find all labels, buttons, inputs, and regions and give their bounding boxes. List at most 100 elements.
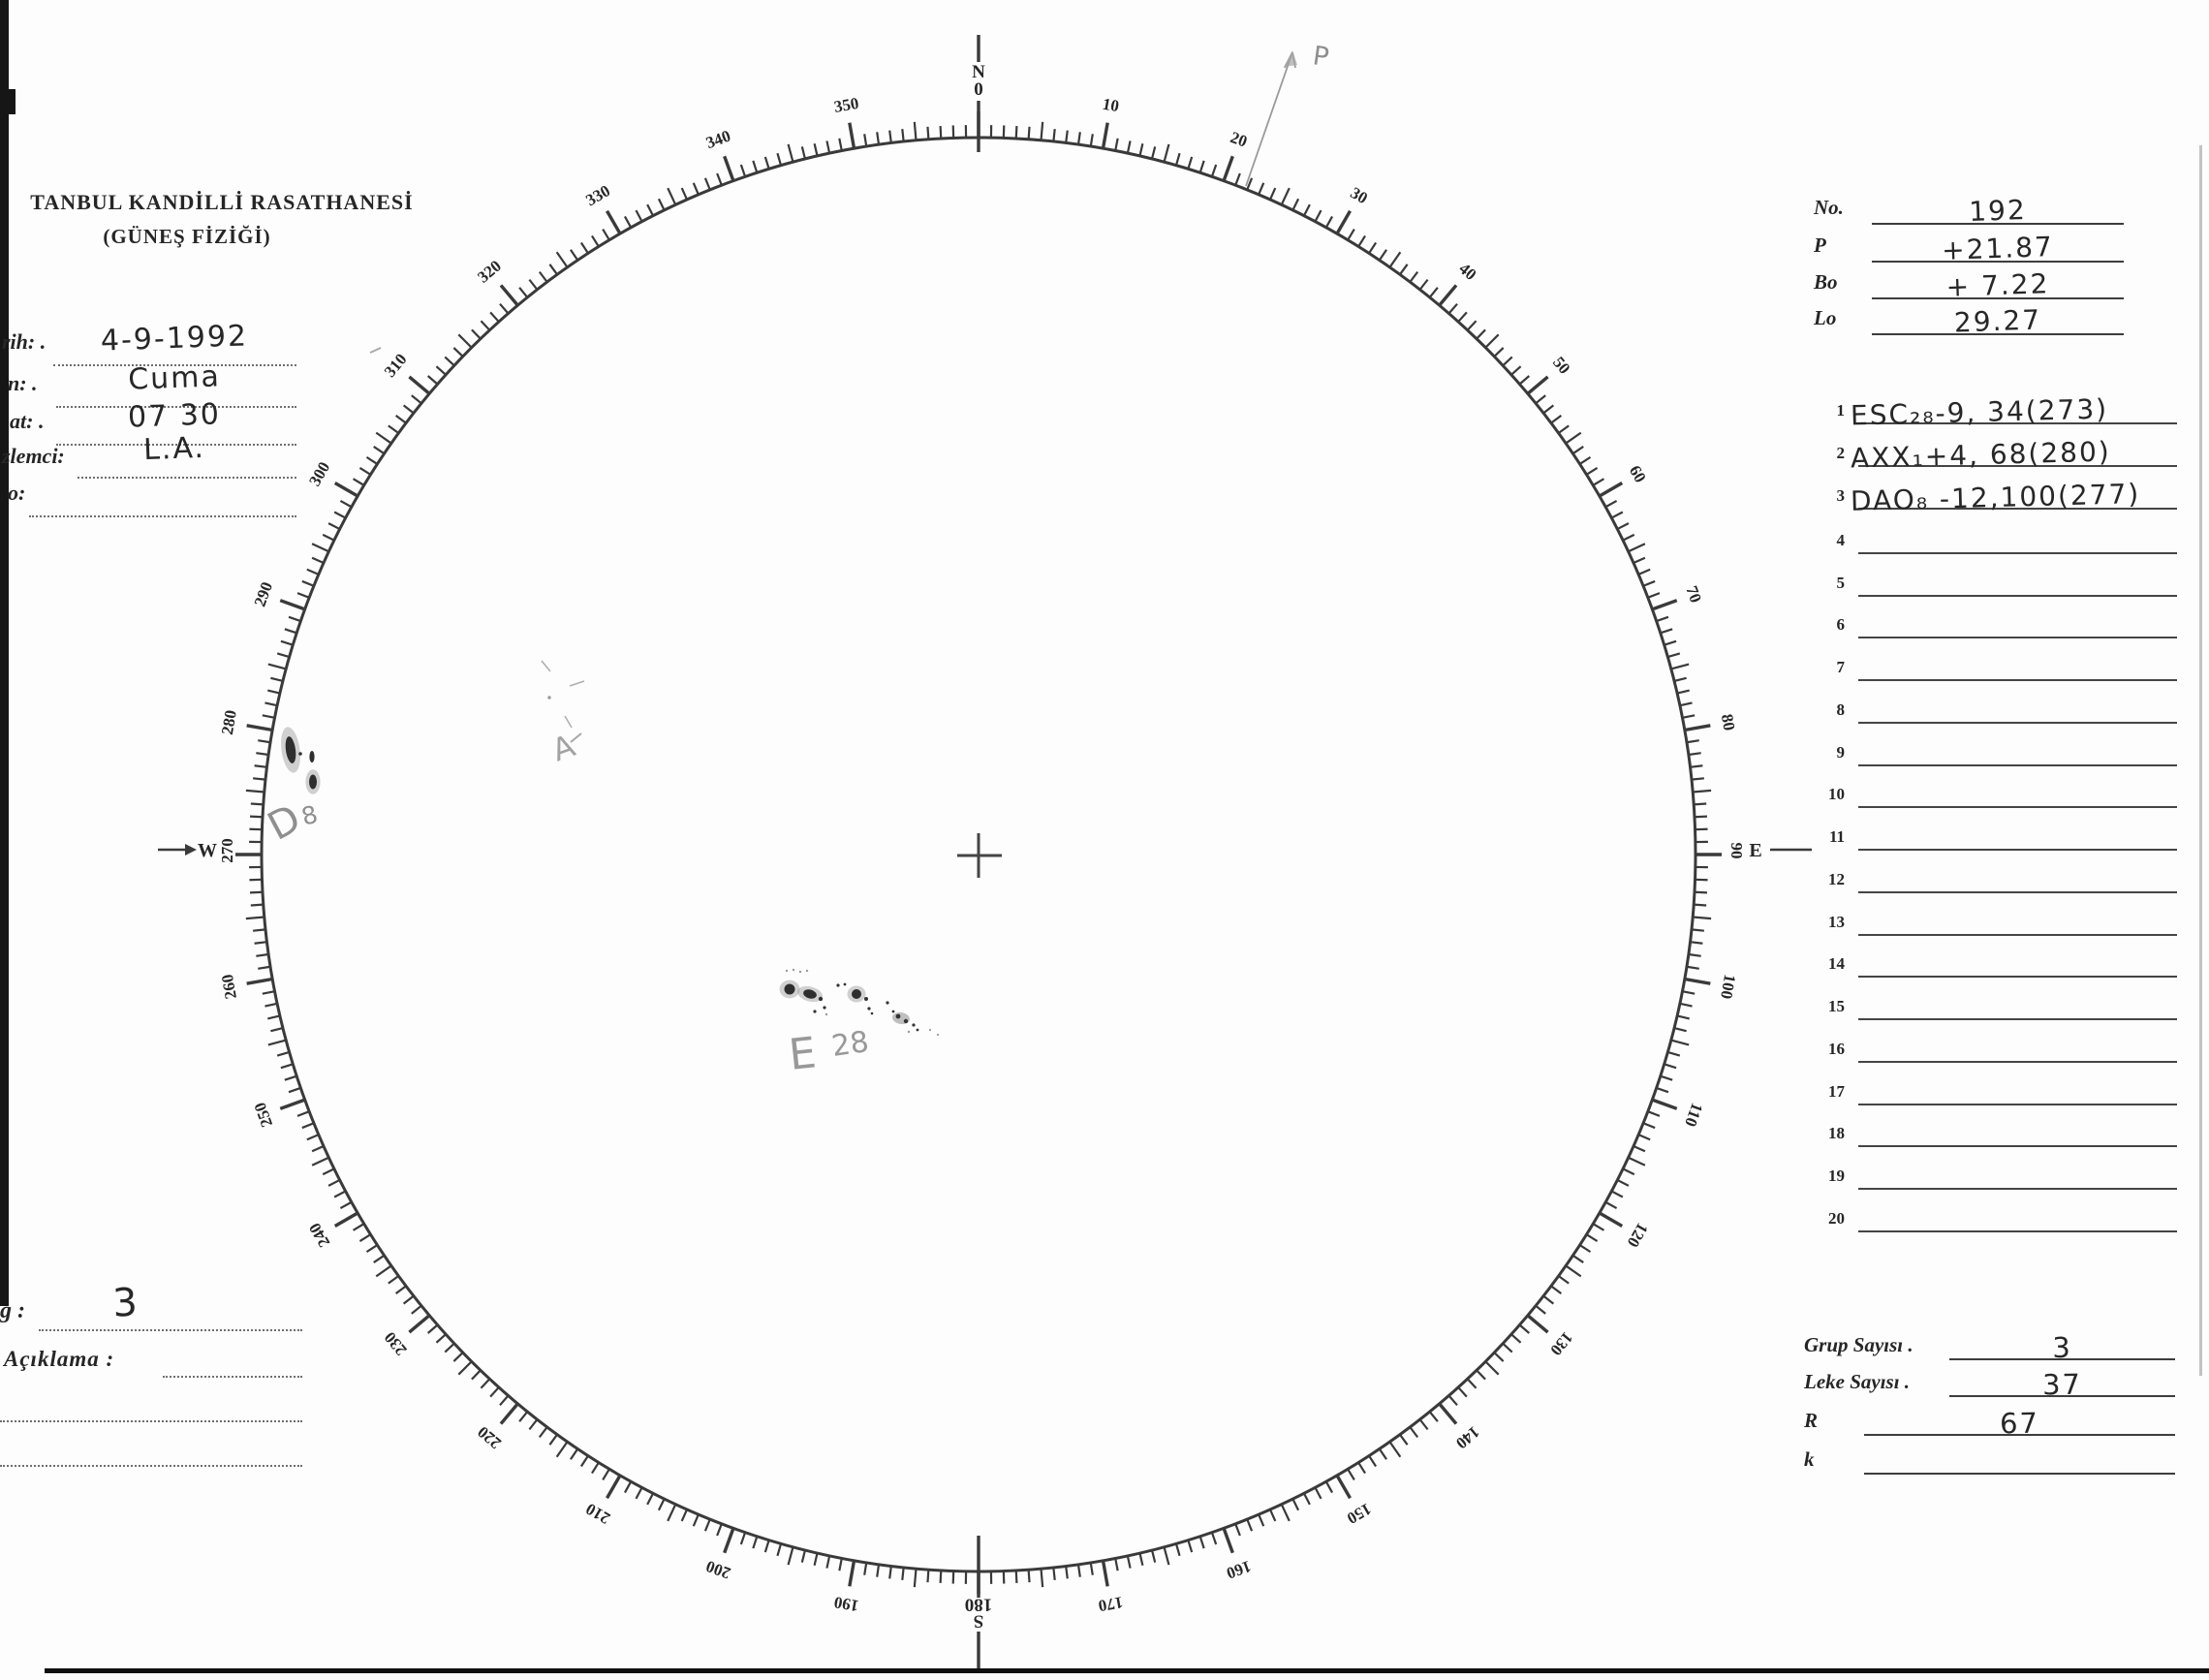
degree-label: 300 bbox=[305, 458, 333, 489]
group-row-number: 15 bbox=[1828, 997, 1845, 1015]
group-list-row: 19 bbox=[1804, 1157, 2187, 1190]
degree-label: 280 bbox=[218, 708, 240, 735]
degree-tick bbox=[538, 1426, 548, 1439]
degree-tick bbox=[489, 1386, 500, 1398]
degree-tick bbox=[1399, 1434, 1409, 1446]
group-row-line bbox=[1858, 934, 2177, 936]
degree-tick bbox=[1493, 347, 1505, 358]
degree-tick bbox=[1518, 1323, 1531, 1334]
degree-tick bbox=[245, 789, 264, 793]
degree-tick bbox=[408, 375, 431, 395]
degree-tick bbox=[339, 1200, 353, 1210]
degree-tick bbox=[635, 209, 643, 223]
degree-tick bbox=[1368, 1455, 1378, 1468]
degree-tick bbox=[1651, 1098, 1678, 1110]
degree-label: 150 bbox=[1344, 1500, 1375, 1528]
degree-tick bbox=[1616, 1178, 1630, 1187]
degree-tick bbox=[1027, 1570, 1031, 1583]
degree-tick bbox=[623, 215, 633, 229]
degree-tick bbox=[1637, 1134, 1651, 1141]
degree-tick bbox=[1234, 1523, 1241, 1537]
degree-tick bbox=[739, 164, 747, 177]
degree-tick bbox=[1052, 129, 1056, 142]
degree-tick bbox=[1210, 1532, 1218, 1545]
degree-label: 310 bbox=[381, 350, 411, 381]
sunspot-umbra bbox=[803, 989, 817, 999]
degree-tick bbox=[499, 1402, 519, 1425]
spot-count-label: Leke Sayısı . bbox=[1804, 1370, 1911, 1393]
degree-tick bbox=[1357, 1461, 1366, 1475]
degree-tick bbox=[1198, 1536, 1205, 1549]
degree-tick bbox=[1599, 482, 1624, 498]
group-list-row: 20 bbox=[1804, 1199, 2187, 1232]
degree-tick bbox=[1126, 140, 1132, 154]
sunspot-dot bbox=[912, 1023, 916, 1027]
group-list-row: 10 bbox=[1804, 775, 2187, 808]
field-date-label: rih: . bbox=[2, 329, 47, 354]
degree-tick bbox=[1510, 1333, 1522, 1344]
degree-tick bbox=[1693, 916, 1712, 920]
degree-tick bbox=[548, 264, 558, 275]
degree-tick bbox=[1150, 146, 1157, 160]
sunspot-dot bbox=[813, 1010, 817, 1013]
degree-tick bbox=[1476, 1369, 1486, 1381]
degree-tick bbox=[1694, 890, 1708, 894]
degree-tick bbox=[452, 347, 464, 358]
sunspot-umbra bbox=[784, 983, 795, 995]
degree-tick bbox=[322, 1167, 335, 1176]
d-group-sub: 8 bbox=[298, 800, 321, 831]
degree-tick bbox=[555, 251, 569, 268]
group-list-row: 3 DAO₈ -12,100(277) bbox=[1804, 477, 2187, 517]
field-day-line bbox=[56, 406, 296, 408]
degree-tick bbox=[288, 615, 301, 623]
degree-tick bbox=[388, 424, 399, 434]
degree-tick bbox=[499, 1394, 510, 1407]
group-row-number: 17 bbox=[1828, 1082, 1845, 1101]
degree-label: 220 bbox=[474, 1422, 505, 1452]
degree-tick bbox=[1409, 270, 1419, 283]
degree-tick bbox=[1388, 251, 1402, 268]
degree-tick bbox=[528, 278, 539, 291]
degree-tick bbox=[1542, 404, 1555, 415]
degree-tick bbox=[408, 1314, 431, 1334]
p-mark-label: P bbox=[1311, 41, 1330, 73]
group-row-number: 13 bbox=[1828, 913, 1845, 931]
observatory-subtitle: (GÜNEŞ FİZİĞİ) bbox=[103, 225, 271, 248]
degree-label: 210 bbox=[582, 1500, 613, 1528]
degree-label: 120 bbox=[1624, 1220, 1652, 1251]
group-count-label: Grup Sayısı . bbox=[1804, 1333, 1913, 1356]
degree-tick bbox=[876, 1564, 881, 1577]
sunspot-dot bbox=[298, 752, 302, 756]
degree-tick bbox=[311, 556, 325, 565]
degree-tick bbox=[635, 1486, 643, 1500]
sunspot-cluster bbox=[892, 1011, 910, 1025]
group-row-number: 6 bbox=[1836, 615, 1846, 634]
degree-tick bbox=[1622, 1167, 1635, 1176]
degree-tick bbox=[1378, 249, 1387, 262]
degree-tick bbox=[394, 414, 407, 424]
degree-tick bbox=[253, 777, 266, 781]
degree-tick bbox=[1014, 1570, 1018, 1584]
group-row-line bbox=[1858, 1230, 2177, 1232]
degree-tick bbox=[716, 1523, 723, 1537]
south-letter: S bbox=[974, 1610, 984, 1631]
degree-tick bbox=[1688, 952, 1701, 957]
group-row-number: 2 bbox=[1836, 444, 1846, 462]
degree-tick bbox=[1258, 1513, 1265, 1527]
degree-label: 290 bbox=[251, 579, 277, 608]
degree-tick bbox=[296, 592, 310, 599]
degree-tick bbox=[444, 356, 455, 367]
summary-row-spot-count: Leke Sayısı . 37 bbox=[1804, 1362, 2187, 1401]
degree-tick bbox=[646, 1492, 655, 1506]
degree-tick bbox=[606, 209, 622, 234]
degree-tick bbox=[623, 1480, 633, 1494]
degree-tick bbox=[1466, 320, 1478, 331]
degree-tick bbox=[1258, 182, 1265, 196]
degree-tick bbox=[402, 404, 415, 415]
degree-tick bbox=[262, 990, 275, 995]
degree-tick bbox=[1065, 130, 1069, 143]
degree-tick bbox=[1040, 121, 1044, 140]
degree-tick bbox=[1280, 187, 1291, 205]
degree-tick bbox=[813, 143, 819, 157]
degree-tick bbox=[1399, 264, 1409, 275]
